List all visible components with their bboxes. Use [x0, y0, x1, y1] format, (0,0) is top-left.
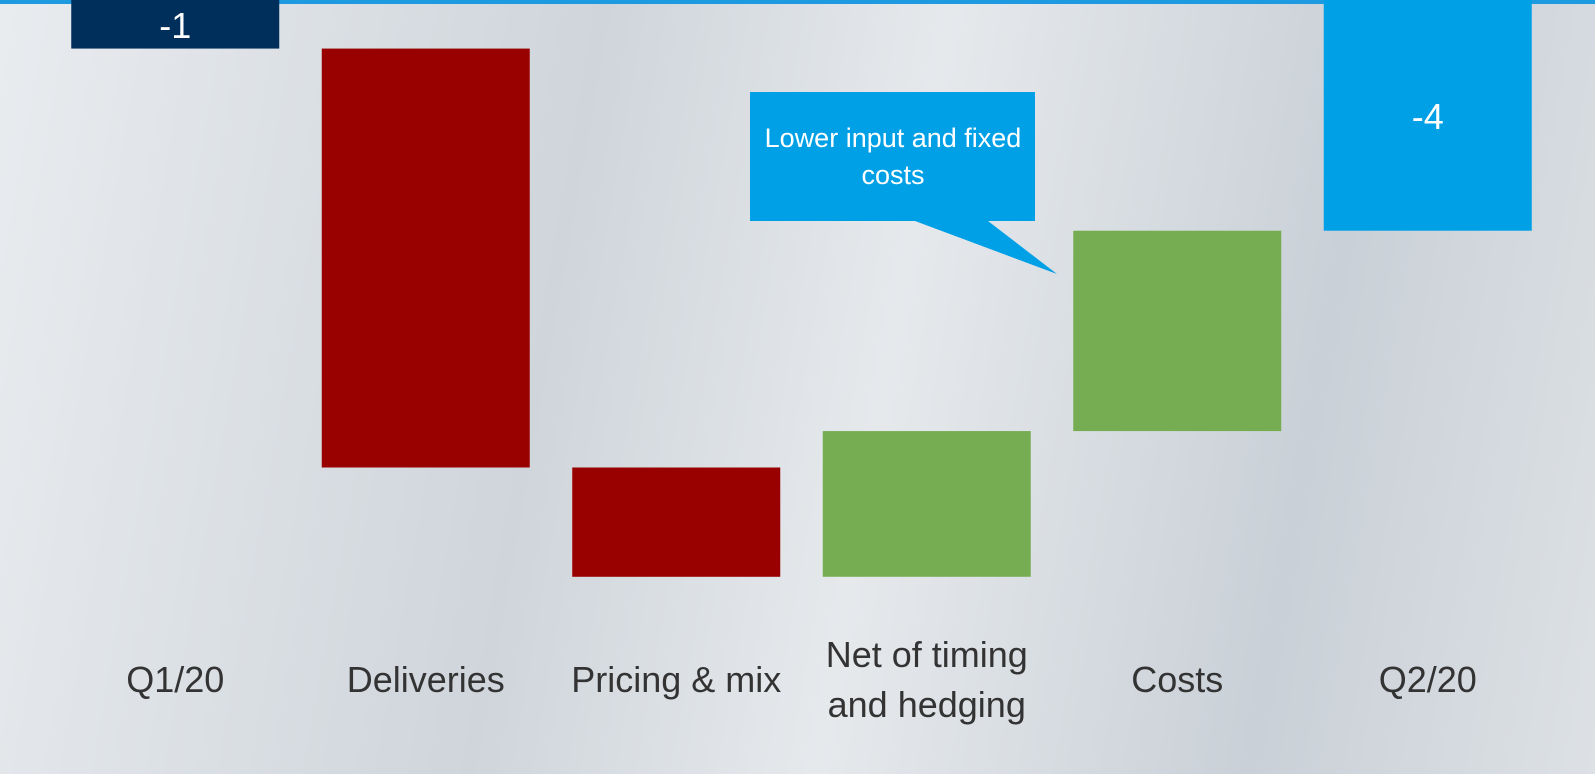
- x-tick-label: Q2/20: [1378, 659, 1477, 700]
- x-tick-label: Net of timing and hedging: [825, 634, 1028, 725]
- bar: [71, 0, 280, 49]
- bar: [321, 48, 530, 468]
- x-tick-label: Q1/20: [126, 659, 225, 700]
- top-rule: [0, 0, 1595, 4]
- x-tick-label: Deliveries: [346, 659, 505, 700]
- bar: [822, 431, 1031, 577]
- x-tick-label: Costs: [1131, 659, 1224, 700]
- x-tick-label: Pricing & mix: [571, 659, 782, 700]
- bar: [1073, 230, 1282, 432]
- value-label: -4: [1412, 96, 1444, 137]
- bar: [572, 467, 781, 577]
- bar: [1323, 0, 1532, 231]
- value-label: -1: [159, 5, 191, 46]
- callout-box: [750, 92, 1057, 274]
- callout-text: Lower input and fixed costs: [764, 122, 1022, 190]
